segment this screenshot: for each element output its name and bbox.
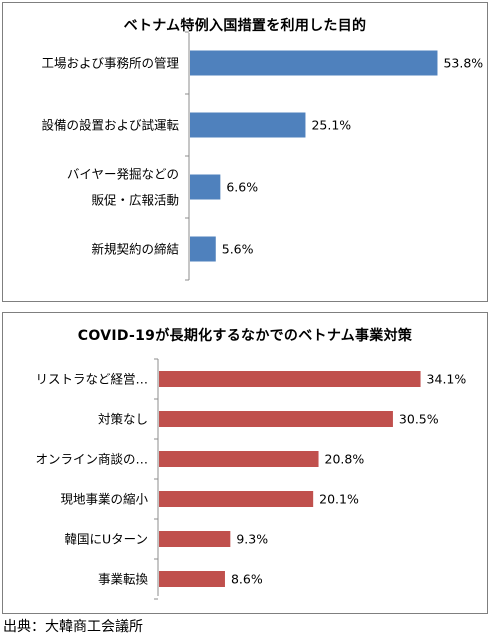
data-label: 34.1% <box>427 372 467 387</box>
category-label: リストラなど経営… <box>35 372 148 387</box>
bar <box>159 411 393 427</box>
category-label: 事業転換 <box>98 572 149 587</box>
data-label: 20.8% <box>325 452 365 467</box>
bar <box>159 451 319 467</box>
bar <box>159 531 231 547</box>
category-label: 対策なし <box>98 412 148 427</box>
bar <box>190 174 221 200</box>
bar <box>159 371 421 387</box>
data-label: 53.8% <box>443 56 483 71</box>
category-label: 販促・広報活動 <box>91 193 179 208</box>
chart-panel-countermeasures: COVID-19が長期化するなかでのベトナム事業対策 34.1% リストラなど経営… <box>2 312 488 614</box>
bar <box>159 571 225 587</box>
data-label: 8.6% <box>231 572 263 587</box>
data-label: 6.6% <box>226 180 258 195</box>
category-label: オンライン商談の… <box>35 452 148 467</box>
bar <box>190 112 306 138</box>
category-label: 現地事業の縮小 <box>60 492 148 507</box>
chart-title: ベトナム特例入国措置を利用した目的 <box>123 18 367 34</box>
category-label: 設備の設置および試運転 <box>41 118 179 133</box>
data-label: 9.3% <box>236 532 268 547</box>
data-label: 20.1% <box>319 492 359 507</box>
countermeasures-bar-chart: 34.1% リストラなど経営… 30.5% 対策なし 20.8% オンライン商談の… 20.… <box>35 358 467 600</box>
data-label: 30.5% <box>399 412 439 427</box>
bar <box>190 50 438 76</box>
bar <box>190 236 216 262</box>
source-note: 出典：大韓商工会議所 <box>3 619 143 635</box>
chart-title: COVID-19が長期化するなかでのベトナム事業対策 <box>77 328 413 344</box>
category-label: 韓国にUターン <box>64 532 148 547</box>
category-label: 新規契約の締結 <box>91 242 179 257</box>
category-label: 工場および事務所の管理 <box>41 56 179 71</box>
category-label: バイヤー発掘などの <box>67 167 179 182</box>
purpose-bar-chart: 53.8% 工場および事務所の管理 25.1% 設備の設置および試運転 6.6% バイヤー… <box>41 31 483 281</box>
bar <box>159 491 314 507</box>
data-label: 25.1% <box>311 118 351 133</box>
chart-panel-purpose: ベトナム特例入国措置を利用した目的 53.8% 工場および事務所の管理 25.1% 設… <box>2 2 488 302</box>
data-label: 5.6% <box>222 242 254 257</box>
